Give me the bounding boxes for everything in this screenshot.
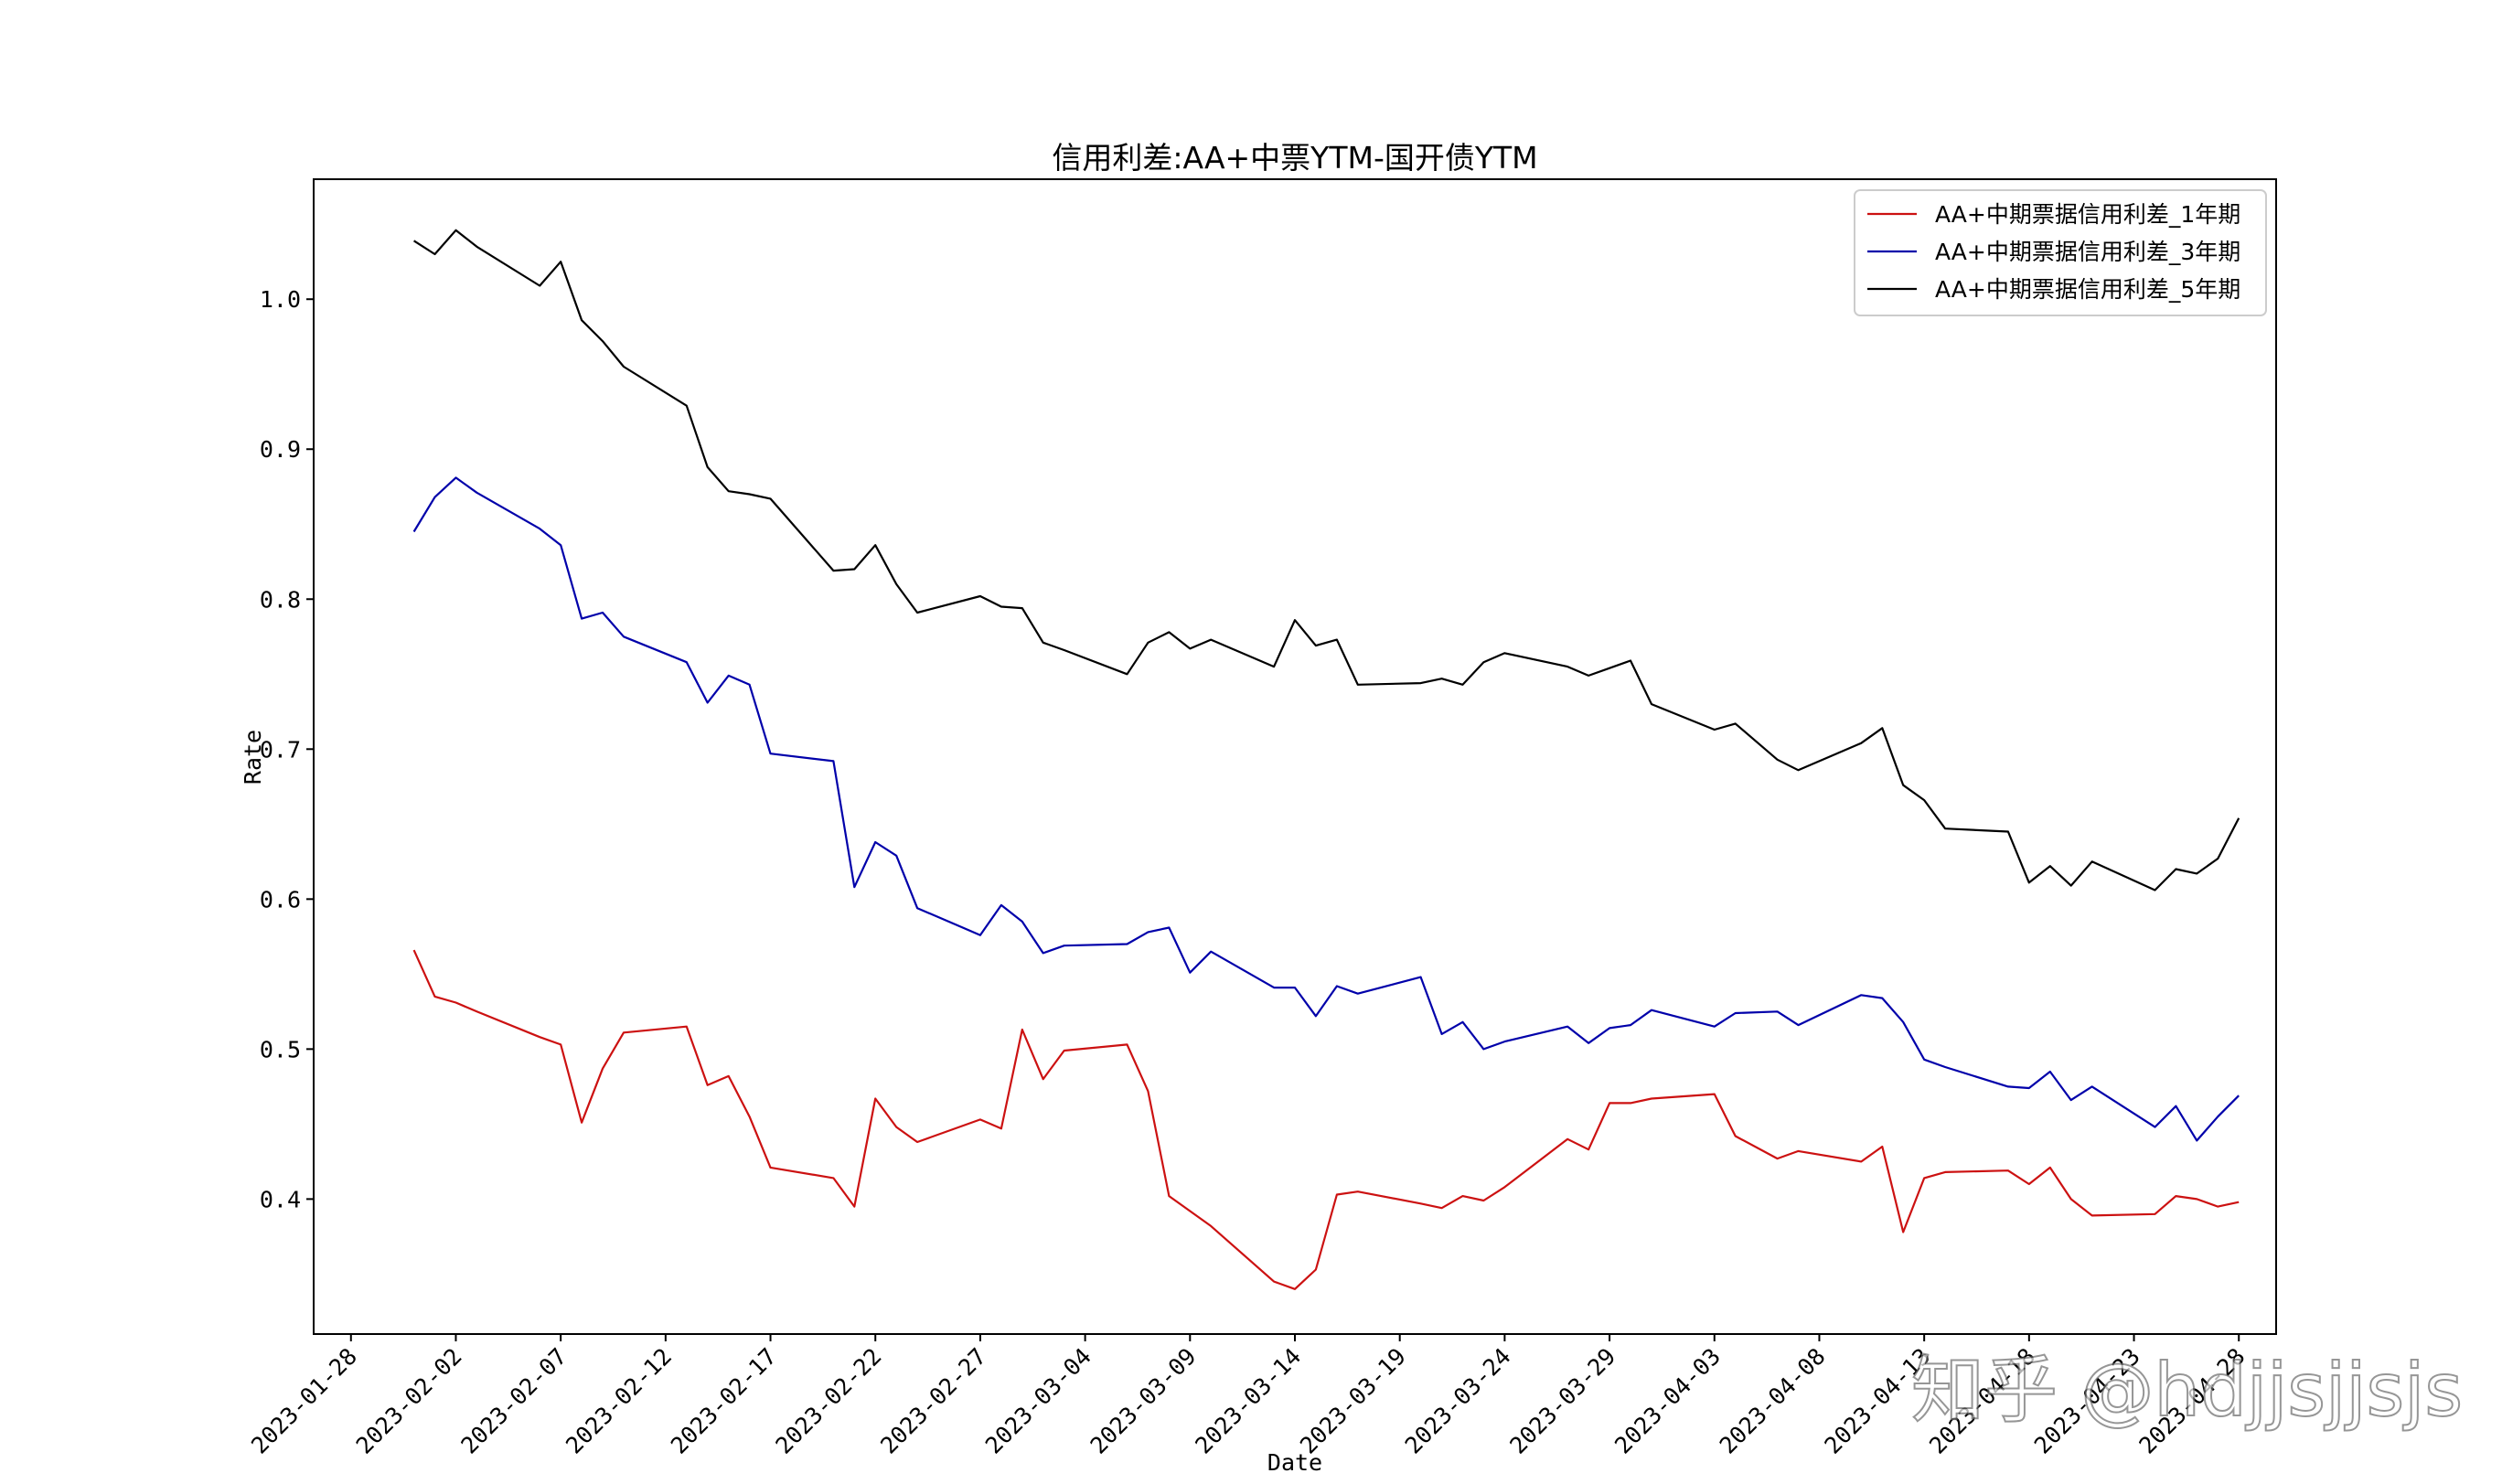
plot-frame [313,178,2277,1335]
y-tick-label: 0.8 [260,586,301,613]
x-tick-label: 2023-02-22 [771,1343,887,1459]
series-line-3 [413,229,2240,891]
x-tick-label: 2023-02-12 [561,1343,677,1459]
x-tick-label: 2023-03-24 [1400,1343,1516,1459]
x-tick-label: 2023-02-17 [666,1343,782,1459]
x-tick-label: 2023-03-04 [980,1343,1096,1459]
x-tick-label: 2023-04-03 [1609,1343,1726,1459]
x-tick-label: 2023-03-29 [1504,1343,1620,1459]
series-lines [412,229,2240,1290]
y-tick-label: 1.0 [260,286,301,313]
legend: AA+中期票据信用利差_1年期 AA+中期票据信用利差_3年期 AA+中期票据信用利… [1854,189,2267,316]
x-tick-label: 2023-02-02 [351,1343,467,1459]
series-line-1 [412,949,2240,1290]
x-tick-label: 2023-02-07 [455,1343,572,1459]
legend-label: AA+中期票据信用利差_5年期 [1935,276,2240,303]
legend-label: AA+中期票据信用利差_3年期 [1935,239,2240,265]
y-tick-label: 0.4 [260,1186,301,1212]
watermark: 知乎 @hdjjsjjsjs [1911,1348,2463,1433]
legend-label: AA+中期票据信用利差_1年期 [1935,201,2240,228]
x-axis-label: Date [1267,1449,1322,1476]
y-axis-label: Rate [240,730,266,785]
y-tick-label: 0.5 [260,1036,301,1062]
x-tick-label: 2023-03-19 [1295,1343,1411,1459]
y-tick-label: 0.6 [260,886,301,913]
series-line-2 [412,476,2240,1142]
x-tick-label: 2023-02-27 [875,1343,991,1459]
legend-box [1854,189,2267,316]
y-axis: 0.4 0.5 0.6 0.7 0.8 0.9 1.0 [260,286,314,1212]
y-tick-label: 0.7 [260,736,301,763]
x-tick-label: 2023-03-14 [1190,1343,1306,1459]
x-tick-label: 2023-04-08 [1715,1343,1831,1459]
chart-title: 信用利差:AA+中票YTM-国开债YTM [1052,140,1537,176]
x-tick-label: 2023-03-09 [1085,1343,1202,1459]
x-tick-label: 2023-01-28 [246,1343,362,1459]
y-tick-label: 0.9 [260,436,301,463]
